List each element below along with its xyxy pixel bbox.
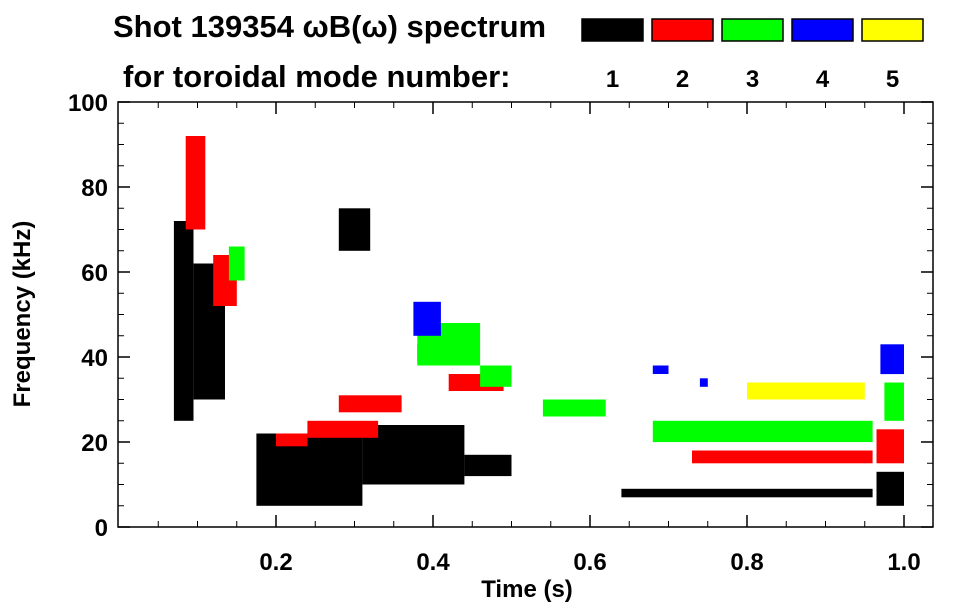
mode-5-region-27 <box>747 382 865 400</box>
x-axis-label: Time (s) <box>481 576 573 603</box>
mode-2-region-10 <box>276 433 308 447</box>
mode-3-region-21 <box>652 420 873 443</box>
mode-4-region-26 <box>880 344 904 375</box>
axes: 0.2 0.4 0.6 0.8 1.0 0 20 40 60 80 100 <box>68 90 933 576</box>
legend-swatch-2 <box>651 18 714 42</box>
y-tick-label: 40 <box>81 345 108 372</box>
y-tick-label: 20 <box>81 430 108 457</box>
mode-4-region-25 <box>699 378 708 387</box>
mode-1-region-7 <box>876 471 904 506</box>
mode-1-region-0 <box>173 221 194 421</box>
legend-label-2: 2 <box>676 66 689 93</box>
chart-subtitle: for toroidal mode number: <box>123 59 511 94</box>
legend-label-4: 4 <box>816 66 830 93</box>
legend-label-5: 5 <box>886 66 899 93</box>
mode-1-region-6 <box>621 488 873 498</box>
mode-2-region-16 <box>876 429 904 464</box>
mode-1-region-5 <box>338 208 371 251</box>
mode-2-region-15 <box>692 450 873 464</box>
legend-swatch-3 <box>721 18 784 42</box>
y-tick-label: 0 <box>95 515 108 542</box>
y-tick-label: 60 <box>81 260 108 287</box>
legend: 1 2 3 4 5 <box>581 18 924 93</box>
mode-3-region-22 <box>884 382 904 421</box>
x-tick-label: 0.2 <box>259 549 292 576</box>
x-tick-label: 1.0 <box>887 549 920 576</box>
legend-label-1: 1 <box>606 66 619 93</box>
mode-2-region-12 <box>338 395 402 413</box>
mode-4-region-24 <box>652 365 669 374</box>
y-axis-label: Frequency (kHz) <box>9 221 36 408</box>
x-tick-label: 0.8 <box>730 549 763 576</box>
x-tick-label: 0.6 <box>573 549 606 576</box>
x-tick-label: 0.4 <box>416 549 450 576</box>
mode-1-region-2 <box>256 433 363 506</box>
mode-3-region-19 <box>480 365 512 387</box>
chart-title: Shot 139354 ωB(ω) spectrum <box>113 9 546 44</box>
legend-swatch-5 <box>861 18 924 42</box>
mode-4-region-23 <box>413 301 441 336</box>
spectrum-regions <box>173 136 904 506</box>
mode-1-region-3 <box>362 425 465 485</box>
legend-swatch-4 <box>791 18 854 42</box>
mode-1-region-4 <box>464 454 512 477</box>
mode-2-region-8 <box>185 136 206 230</box>
y-tick-label: 80 <box>81 175 108 202</box>
y-tick-label: 100 <box>68 90 108 117</box>
mode-3-region-20 <box>542 399 606 417</box>
mode-2-region-11 <box>307 420 379 438</box>
legend-swatch-1 <box>581 18 644 42</box>
mode-3-region-17 <box>228 246 245 281</box>
legend-label-3: 3 <box>746 66 759 93</box>
